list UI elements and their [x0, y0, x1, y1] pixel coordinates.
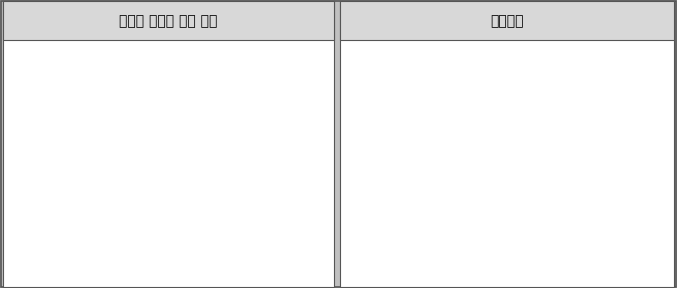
Text: 압력손실: 압력손실	[490, 14, 523, 28]
50 μm	[464, 209, 472, 213]
5 μm	[464, 181, 472, 185]
5 μm	[582, 138, 590, 142]
Bar	[142, 152, 175, 255]
5 μm	[404, 210, 412, 214]
25 μm	[404, 230, 412, 234]
50 μm	[523, 191, 531, 194]
X-axis label: Powder size [μm]: Powder size [μm]	[146, 275, 236, 285]
Line: 25 μm: 25 μm	[406, 96, 649, 235]
Y-axis label: Pressure drop [mmH₂O]: Pressure drop [mmH₂O]	[358, 89, 368, 212]
10 μm	[523, 138, 531, 142]
Y-axis label: Thickness [mm]: Thickness [mm]	[28, 109, 37, 192]
50 μm	[642, 147, 650, 150]
50 μm	[404, 221, 412, 224]
Legend: 5 μm, 10 μm, 25 μm, 50 μm: 5 μm, 10 μm, 25 μm, 50 μm	[393, 49, 444, 94]
50 μm	[582, 168, 590, 171]
10 μm	[464, 191, 472, 194]
5 μm	[523, 159, 531, 163]
10 μm	[404, 209, 412, 213]
25 μm	[582, 130, 590, 133]
25 μm	[523, 147, 531, 150]
10 μm	[582, 128, 590, 131]
Bar	[271, 154, 304, 255]
Bar	[206, 156, 239, 255]
10 μm	[642, 107, 650, 111]
25 μm	[464, 190, 472, 193]
25 μm	[642, 96, 650, 100]
X-axis label: Face velocity [m/min]: Face velocity [m/min]	[471, 275, 583, 285]
Line: 10 μm: 10 μm	[406, 106, 649, 214]
5 μm	[642, 118, 650, 121]
Text: 첨가물 입경에 따른 두께: 첨가물 입경에 따른 두께	[119, 14, 218, 28]
Line: 50 μm: 50 μm	[406, 146, 649, 225]
Line: 5 μm: 5 μm	[406, 116, 649, 215]
Bar	[77, 153, 110, 255]
